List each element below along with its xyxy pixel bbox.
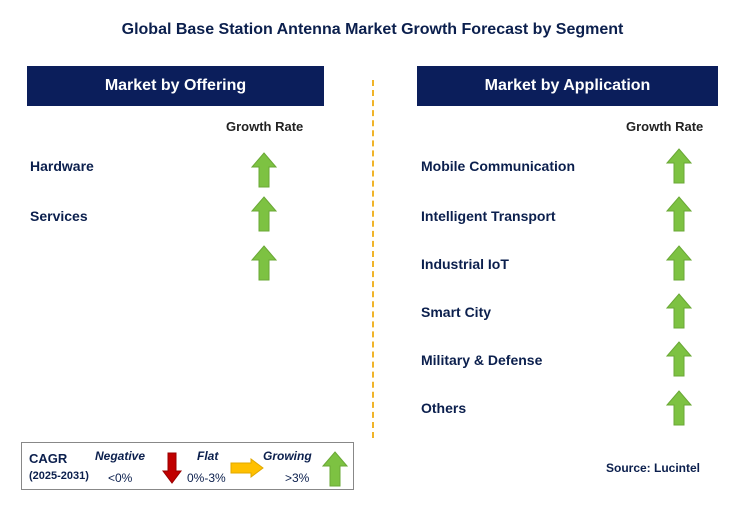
legend-cagr-label: CAGR — [29, 451, 68, 466]
application-item-smart-city: Smart City — [421, 304, 492, 320]
offering-item-hardware: Hardware — [30, 158, 94, 174]
flat-right-arrow-icon — [230, 458, 264, 478]
legend-growing-range: >3% — [285, 471, 310, 485]
growth-up-arrow-icon — [666, 196, 692, 232]
source-label: Source: Lucintel — [606, 461, 701, 475]
legend-growing-label: Growing — [263, 449, 312, 463]
cagr-legend: CAGR (2025-2031) Negative <0% Flat 0%-3%… — [21, 442, 354, 490]
chart-title: Global Base Station Antenna Market Growt… — [121, 21, 624, 38]
application-item-mobile-communication: Mobile Communication — [421, 158, 575, 174]
legend-flat-label: Flat — [197, 449, 219, 463]
growth-up-arrow-icon — [251, 152, 277, 188]
growth-up-arrow-icon — [666, 148, 692, 184]
growth-up-arrow-icon — [666, 341, 692, 377]
legend-period: (2025-2031) — [29, 470, 89, 482]
growth-up-arrow-icon — [666, 245, 692, 281]
panel-divider — [372, 80, 374, 438]
growth-up-arrow-icon — [251, 196, 277, 232]
application-item-military-defense: Military & Defense — [421, 352, 543, 368]
growth-up-arrow-icon — [251, 245, 277, 281]
growth-up-arrow-icon — [666, 390, 692, 426]
application-header: Market by Application — [417, 66, 718, 106]
legend-flat-range: 0%-3% — [187, 471, 226, 485]
application-growth-rate-label: Growth Rate — [626, 119, 704, 134]
application-item-others: Others — [421, 400, 467, 416]
application-item-industrial-iot: Industrial IoT — [421, 256, 509, 272]
offering-item-services: Services — [30, 208, 88, 224]
legend-negative-label: Negative — [95, 449, 146, 463]
offering-header: Market by Offering — [27, 66, 324, 106]
growing-up-arrow-icon — [322, 451, 348, 487]
application-item-intelligent-transport: Intelligent Transport — [421, 208, 556, 224]
offering-growth-rate-label: Growth Rate — [226, 119, 304, 134]
negative-down-arrow-icon — [162, 452, 182, 484]
growth-up-arrow-icon — [666, 293, 692, 329]
legend-negative-range: <0% — [108, 471, 133, 485]
